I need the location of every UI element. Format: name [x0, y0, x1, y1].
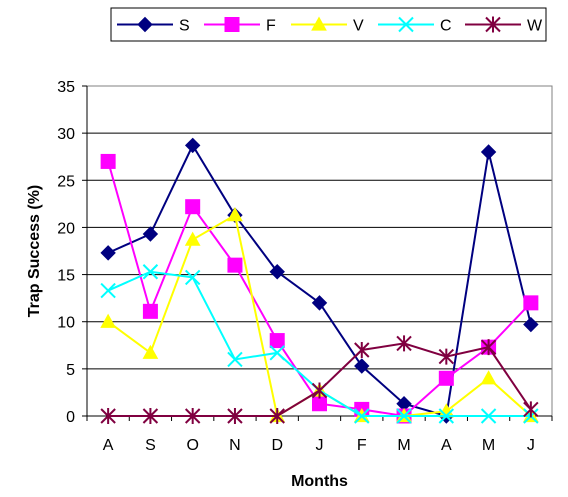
- data-point: [269, 264, 285, 280]
- series-S: [100, 137, 539, 424]
- x-tick-label: N: [229, 437, 241, 454]
- series-C: [100, 264, 539, 424]
- x-tick-label: M: [482, 437, 495, 454]
- legend-item-F: F: [204, 17, 276, 35]
- y-tick-label: 15: [57, 268, 75, 285]
- data-point: [227, 257, 243, 273]
- y-tick-label: 20: [57, 220, 75, 237]
- data-point: [311, 382, 328, 399]
- legend-label: S: [179, 18, 190, 35]
- data-point: [480, 339, 497, 356]
- data-point: [184, 231, 201, 246]
- y-tick-label: 5: [66, 362, 75, 379]
- legend-item-V: V: [291, 16, 364, 35]
- legend-marker: [224, 17, 240, 32]
- legend-marker: [485, 16, 501, 33]
- y-tick-label: 0: [66, 409, 75, 426]
- data-point: [227, 408, 243, 424]
- legend-label: W: [527, 18, 543, 35]
- y-tick-label: 10: [57, 315, 75, 332]
- data-point: [227, 351, 243, 368]
- legend-label: C: [440, 18, 452, 35]
- data-point: [184, 408, 201, 424]
- series-line: [107, 143, 532, 418]
- data-point: [142, 408, 159, 424]
- y-tick-label: 35: [57, 79, 75, 96]
- data-point: [354, 408, 370, 424]
- data-point: [142, 303, 158, 319]
- data-point: [396, 335, 412, 352]
- axes: [82, 85, 553, 421]
- y-tick-label: 25: [57, 173, 75, 190]
- data-point: [142, 344, 159, 359]
- data-point: [523, 401, 539, 418]
- plot-area: [86, 85, 553, 417]
- data-point: [269, 333, 285, 349]
- x-axis-title: Months: [291, 473, 348, 490]
- x-tick-label: J: [316, 437, 324, 454]
- data-point: [312, 396, 327, 412]
- legend-label: V: [353, 18, 364, 35]
- x-tick-label: F: [357, 437, 367, 454]
- x-tick-label: M: [397, 437, 410, 454]
- series-W: [100, 335, 539, 424]
- x-tick-label: J: [527, 437, 535, 454]
- x-tick-label: D: [271, 437, 283, 454]
- data-point: [100, 313, 116, 328]
- x-tick-label: O: [186, 437, 198, 454]
- data-point: [354, 342, 370, 358]
- data-point: [227, 207, 243, 222]
- data-point: [100, 282, 116, 299]
- data-point: [354, 358, 370, 374]
- data-point: [523, 316, 539, 333]
- data-point: [100, 153, 116, 169]
- data-point: [184, 137, 201, 154]
- y-tick-label: 30: [57, 126, 75, 143]
- data-point: [438, 348, 455, 365]
- data-point: [480, 144, 497, 160]
- gridlines: [87, 85, 552, 370]
- y-tick-labels: 0 5 10 15 20 25 30 35: [57, 79, 75, 426]
- legend-marker: [398, 16, 414, 33]
- x-tick-label: A: [103, 437, 114, 454]
- data-point: [523, 295, 539, 311]
- data-point: [311, 295, 328, 311]
- legend-item-W: W: [465, 16, 543, 35]
- legend-label: F: [266, 18, 276, 35]
- legend-marker: [137, 16, 153, 33]
- data-point: [185, 199, 201, 215]
- data-point: [480, 370, 497, 385]
- x-tick-label: A: [441, 437, 452, 454]
- data-point: [480, 408, 497, 424]
- data-point: [100, 245, 116, 261]
- data-point: [269, 408, 285, 424]
- x-tick-label: S: [145, 437, 156, 454]
- legend-marker: [311, 16, 327, 31]
- y-axis-title: Trap Success (%): [26, 185, 43, 318]
- data-point: [438, 408, 455, 424]
- data-point: [142, 226, 159, 242]
- data-point: [438, 370, 454, 386]
- legend-item-C: C: [378, 16, 452, 35]
- series-group: [100, 137, 539, 424]
- data-point: [396, 408, 412, 424]
- data-point: [100, 408, 116, 424]
- data-point: [184, 269, 201, 286]
- data-point: [142, 264, 159, 280]
- series-F: [100, 153, 539, 424]
- legend-item-S: S: [117, 16, 190, 35]
- data-point: [269, 345, 285, 361]
